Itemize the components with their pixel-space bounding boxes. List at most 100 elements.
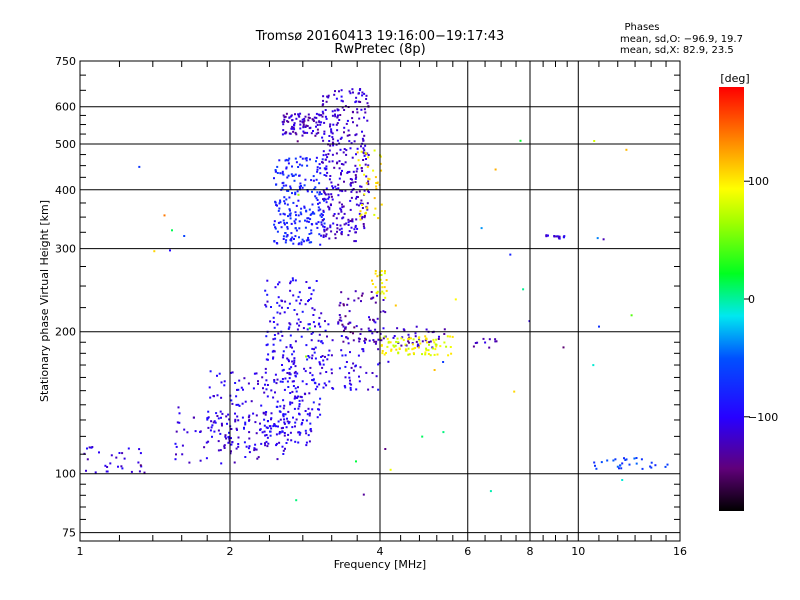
data-point (349, 386, 352, 389)
data-point (171, 229, 173, 232)
data-point (625, 148, 628, 151)
data-point (292, 380, 295, 383)
data-point (123, 457, 126, 460)
data-point (289, 214, 292, 217)
data-point (221, 424, 223, 427)
data-point (297, 386, 299, 389)
data-point (322, 234, 325, 237)
data-point (472, 345, 475, 348)
data-point (255, 432, 258, 435)
data-point (364, 111, 367, 114)
data-point (301, 421, 304, 424)
data-point (300, 335, 303, 338)
data-point (223, 380, 226, 383)
data-point (287, 174, 290, 177)
data-point (318, 114, 321, 117)
data-point (347, 218, 350, 221)
data-point (335, 123, 338, 126)
data-point (334, 113, 336, 116)
x-tick-labels: 1 2 4 6 8 10 16 (77, 545, 688, 558)
data-point (238, 379, 241, 382)
data-point (235, 395, 238, 398)
data-point (366, 119, 369, 122)
data-point (317, 202, 319, 205)
data-point (220, 381, 223, 384)
data-point (650, 466, 653, 469)
data-point (295, 299, 298, 302)
data-point (393, 345, 396, 348)
data-point (365, 175, 368, 178)
data-point (243, 441, 246, 444)
data-point (353, 299, 356, 302)
data-point (397, 341, 400, 344)
data-point (343, 126, 346, 129)
data-point (283, 432, 286, 434)
data-point (351, 218, 354, 221)
data-point (305, 441, 308, 444)
data-point (398, 347, 401, 350)
x-tick-label: 10 (571, 545, 585, 558)
data-point (318, 333, 321, 336)
data-point (270, 417, 273, 420)
data-point (213, 420, 216, 423)
data-point (325, 117, 328, 120)
data-point (294, 421, 297, 424)
data-point (323, 197, 326, 200)
data-point (334, 115, 337, 118)
data-point (407, 333, 410, 336)
data-point (223, 445, 226, 448)
data-point (371, 279, 373, 282)
data-point (300, 243, 303, 246)
data-point (266, 293, 269, 296)
data-point (194, 430, 197, 433)
data-point (281, 182, 284, 185)
data-point (235, 403, 238, 406)
data-point (425, 338, 428, 341)
data-point (373, 213, 376, 216)
data-point (138, 448, 141, 451)
data-point (347, 224, 350, 226)
data-point (375, 340, 378, 343)
data-point (557, 236, 560, 239)
data-point (298, 227, 301, 230)
data-point (360, 150, 363, 153)
data-point (298, 324, 301, 327)
data-point (381, 352, 384, 355)
data-point (283, 116, 286, 119)
data-point (315, 280, 318, 282)
data-point (264, 442, 266, 445)
data-point (275, 405, 278, 408)
data-point (374, 301, 377, 304)
data-point (309, 371, 312, 374)
data-point (340, 230, 343, 233)
data-point (367, 327, 370, 330)
data-point (300, 207, 303, 210)
data-point (334, 237, 337, 240)
data-point (177, 406, 180, 409)
data-point (387, 341, 390, 344)
data-point (329, 226, 332, 229)
data-point (352, 339, 355, 342)
data-point (621, 479, 624, 481)
data-point (414, 347, 417, 349)
data-point (330, 181, 333, 184)
data-point (320, 312, 323, 315)
data-point (330, 130, 333, 133)
data-point (120, 465, 123, 468)
data-point (371, 386, 374, 389)
data-point (294, 193, 297, 196)
data-point (312, 175, 315, 178)
data-point (309, 297, 312, 300)
data-point (294, 157, 297, 160)
data-point (300, 423, 303, 426)
data-point (666, 463, 669, 466)
data-point (138, 165, 141, 168)
data-point (640, 458, 643, 461)
data-point (319, 214, 322, 217)
data-point (317, 209, 320, 212)
data-point (361, 170, 364, 172)
data-point (341, 206, 344, 209)
y-tick-label: 750 (55, 55, 76, 68)
data-point (304, 219, 306, 222)
data-point (266, 445, 269, 448)
